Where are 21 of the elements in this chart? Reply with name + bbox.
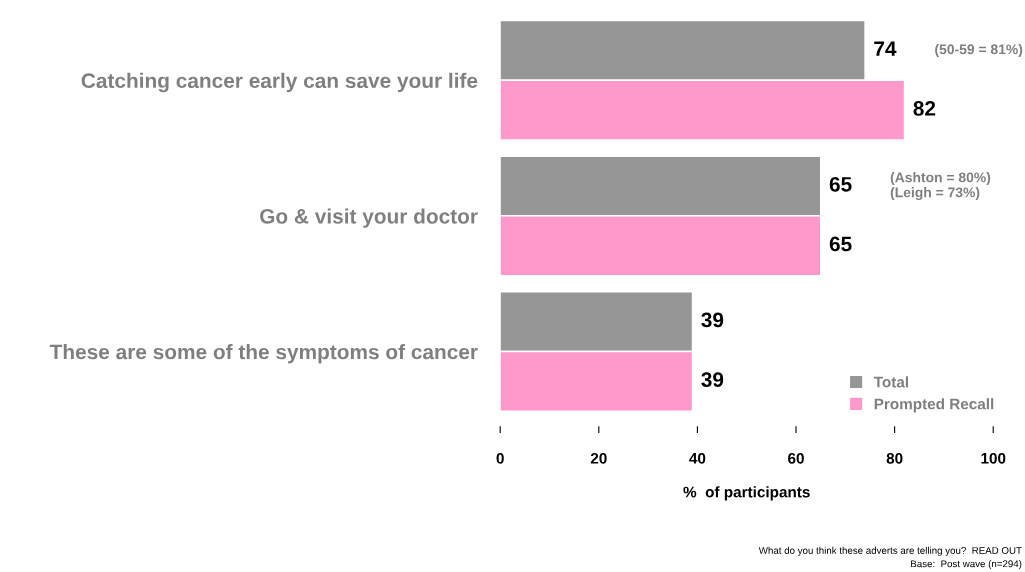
- annotation: (Ashton = 80%) (Leigh = 73%): [890, 172, 991, 201]
- x-tick-label: 80: [886, 452, 903, 464]
- text: What do you think these adverts are telling you? READ OUT Base: Post wave (n=294): [758, 546, 1022, 570]
- x-tick-label: 20: [590, 452, 607, 464]
- legend-label: Prompted Recall: [874, 398, 994, 413]
- x-tick-label: 60: [788, 452, 804, 464]
- annotation: (50-59 = 81%): [935, 44, 1023, 57]
- data-label: 39: [701, 372, 724, 388]
- y-tick-label: These are some of the symptoms of cancer: [49, 344, 478, 364]
- legend-label: Total: [873, 376, 908, 388]
- data-label: 65: [829, 236, 852, 252]
- x-tick-label: 100: [981, 452, 1006, 464]
- y-tick-label: Go & visit your doctor: [260, 208, 478, 228]
- x-tick-label: 40: [689, 452, 706, 464]
- x-tick-label: 0: [496, 452, 504, 464]
- data-label: 65: [829, 176, 852, 192]
- data-label: 82: [913, 100, 936, 116]
- y-tick-label: Catching cancer early can save your life: [81, 72, 478, 93]
- data-label: 39: [701, 312, 724, 328]
- x-axis-title: % of participants: [683, 486, 810, 501]
- data-label: 74: [874, 41, 897, 56]
